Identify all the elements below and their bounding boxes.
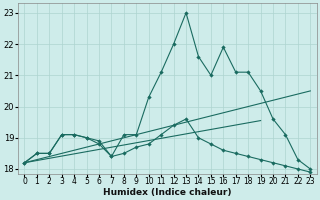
X-axis label: Humidex (Indice chaleur): Humidex (Indice chaleur) [103,188,232,197]
